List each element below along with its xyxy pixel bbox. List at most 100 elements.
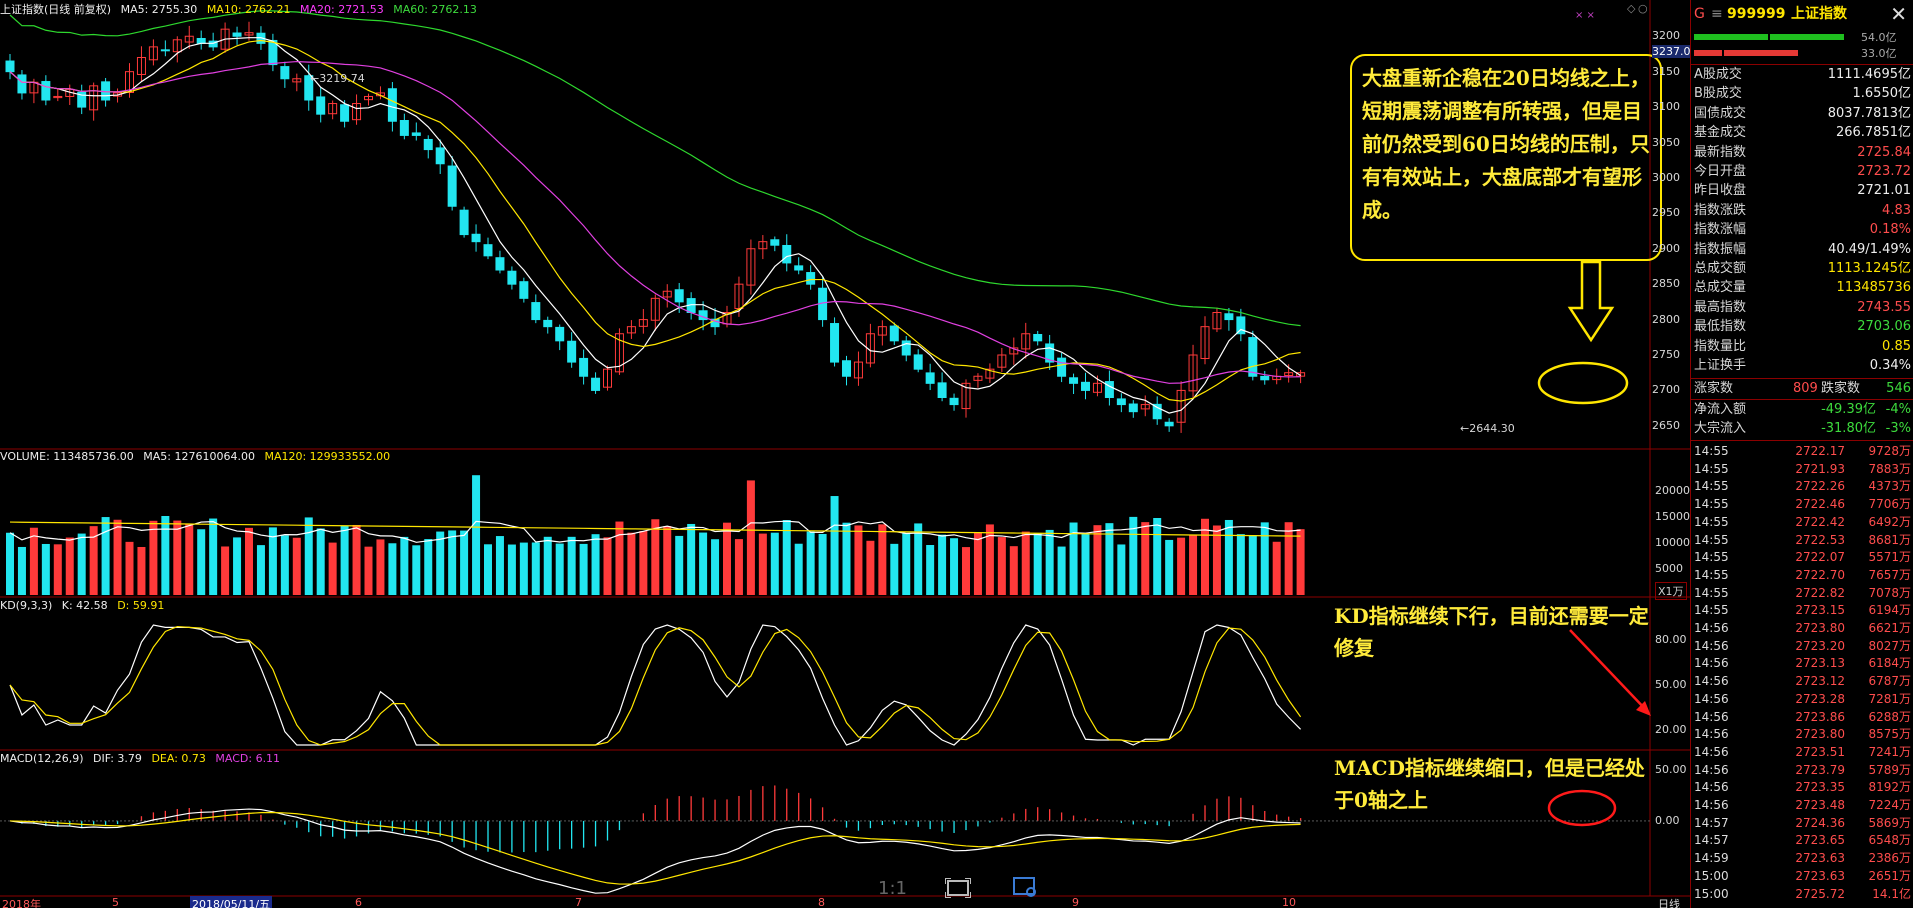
volume-bar: [77, 533, 86, 595]
kd-tick: 80.00: [1655, 633, 1687, 646]
menu-icon[interactable]: ≡: [1711, 6, 1723, 22]
volume-bar: [292, 537, 301, 595]
panel-title: G ≡ 999999 上证指数: [1691, 3, 1913, 25]
candles: [5, 21, 1306, 433]
candle-body: [507, 270, 517, 285]
kd-k-line: [9, 624, 1302, 746]
volume-bar: [137, 546, 146, 595]
candle-body: [459, 209, 469, 236]
volume-bar: [675, 535, 684, 595]
volume-bar: [6, 532, 14, 595]
fullscreen-icon[interactable]: [944, 877, 972, 902]
candle-body: [1009, 347, 1019, 355]
quote-value: 2703.06: [1857, 319, 1911, 335]
circle-icon[interactable]: ○: [1638, 2, 1648, 15]
ratio-bar-bottom: [1694, 50, 1844, 56]
tick-row: 14:56 2723.13 6184万: [1694, 656, 1911, 671]
volume-bar: [818, 533, 827, 595]
volume-bar: [328, 542, 337, 595]
quote-label: 最高指数: [1694, 299, 1747, 315]
current-price-tag: 3237.0: [1652, 45, 1691, 58]
volume-bar: [424, 539, 433, 595]
tick-row: 14:55 2722.26 4373万: [1694, 479, 1911, 494]
price-tick: 2650: [1652, 418, 1680, 432]
volume-bar: [101, 517, 110, 595]
candle-body: [89, 85, 99, 111]
candle-body: [1200, 326, 1210, 360]
date-tick: 10: [1282, 896, 1296, 908]
quote-row: 指数振幅 40.49/1.49%: [1691, 241, 1913, 259]
chart-area[interactable]: 上证指数(日线 前复权) MA5: 2755.30 MA10: 2762.21 …: [0, 0, 1691, 908]
quote-row: 总成交额 1113.1245亿: [1691, 260, 1913, 278]
diamond-icon[interactable]: ◇: [1627, 2, 1636, 15]
zoom-label[interactable]: 1:1: [878, 878, 907, 899]
date-tick: 5: [112, 896, 119, 908]
volume-bar: [388, 543, 397, 595]
candle-body: [830, 323, 840, 363]
updown-row: 涨家数 809 跌家数 546: [1694, 381, 1911, 396]
quote-label: A股成交: [1694, 67, 1742, 82]
quote-row: 今日开盘 2723.72: [1691, 163, 1913, 181]
volume-bar: [770, 532, 779, 595]
close-small-icon[interactable]: × ×: [1575, 10, 1595, 21]
candle-body: [519, 281, 529, 299]
candle-body: [901, 340, 911, 356]
quote-label: 指数振幅: [1694, 241, 1747, 257]
volume-bars: [6, 475, 1305, 595]
candle-body: [603, 368, 612, 388]
volume-bar: [890, 543, 899, 595]
volume-tick: 5000: [1655, 561, 1683, 575]
kline-chart[interactable]: [0, 0, 1690, 908]
quote-label: 最新指数: [1694, 144, 1747, 160]
close-icon[interactable]: ✕: [1890, 2, 1907, 26]
volume-bar: [507, 544, 516, 595]
volume-bar: [997, 537, 1006, 595]
quote-label: 总成交额: [1694, 261, 1747, 276]
volume-bar: [985, 524, 994, 595]
macd-dif-value: DIF: 3.79: [93, 752, 142, 765]
volume-bar: [1177, 537, 1186, 595]
quote-panel: G ≡ 999999 上证指数 ✕ 54.0亿 33.0亿 A股成交 1111.4…: [1690, 0, 1913, 908]
candle-body: [985, 368, 995, 379]
tick-row: 14:57 2724.36 5869万: [1694, 815, 1911, 830]
volume-bar: [1057, 546, 1066, 595]
tick-row: 14:56 2723.48 7224万: [1694, 798, 1911, 812]
tick-row: 14:55 2722.17 9728万: [1694, 444, 1911, 458]
volume-bar: [950, 538, 959, 595]
candle-body: [758, 241, 768, 250]
volume-bar: [1045, 529, 1054, 595]
candle-body: [555, 326, 565, 342]
volume-bar: [651, 519, 660, 595]
highlight-ellipse-price: [1537, 361, 1629, 405]
quote-label: 指数涨跌: [1694, 202, 1747, 218]
volume-bar: [603, 537, 612, 595]
volume-bar: [734, 539, 743, 595]
volume-bar: [687, 523, 696, 595]
volume-bar: [854, 525, 863, 595]
candle-body: [1057, 357, 1067, 377]
candle-body: [853, 361, 863, 379]
candle-body: [136, 57, 146, 75]
period-label[interactable]: 日线: [1658, 898, 1680, 908]
price-header: 上证指数(日线 前复权) MA5: 2755.30 MA10: 2762.21 …: [0, 1, 483, 17]
volume-bar: [1033, 533, 1042, 595]
tick-row: 14:57 2723.65 6548万: [1694, 833, 1911, 848]
volume-bar: [113, 519, 122, 595]
quote-row: B股成交 1.6550亿: [1691, 85, 1913, 103]
volume-bar: [268, 527, 277, 595]
quote-label: 指数量比: [1694, 338, 1747, 354]
quote-label: 昨日收盘: [1694, 183, 1747, 199]
candle-body: [41, 81, 51, 101]
volume-value: VOLUME: 113485736.00: [0, 450, 134, 463]
volume-bar: [1021, 531, 1030, 595]
ma20-value: MA20: 2721.53: [300, 3, 384, 16]
candle-body: [340, 104, 350, 122]
volume-bar: [1105, 523, 1114, 595]
tick-row: 14:56 2723.20 8027万: [1694, 638, 1911, 653]
volume-bar: [53, 544, 62, 595]
screenshot-icon[interactable]: [1012, 876, 1038, 902]
volume-bar: [149, 520, 158, 595]
volume-bar: [1141, 522, 1150, 595]
candle-body: [387, 88, 397, 122]
volume-header: VOLUME: 113485736.00 MA5: 127610064.00 M…: [0, 450, 396, 463]
